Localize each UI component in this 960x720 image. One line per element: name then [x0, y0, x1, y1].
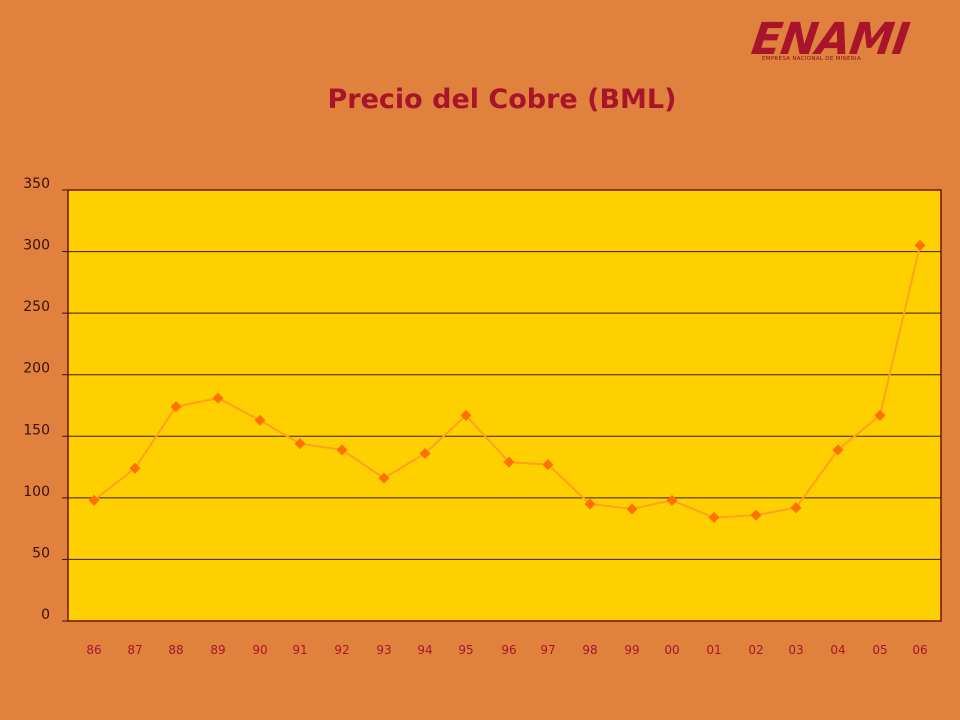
y-tick-label: 200 [23, 361, 50, 377]
data-point-marker [790, 502, 802, 514]
x-tick-label: 87 [127, 643, 142, 657]
x-tick-label: 90 [252, 643, 267, 657]
data-point-marker [626, 503, 638, 515]
y-tick-label: 150 [23, 422, 50, 438]
x-tick-label: 01 [706, 643, 721, 657]
data-point-marker [666, 494, 678, 506]
data-point-marker [460, 409, 472, 421]
logo-tagline: EMPRESA NACIONAL DE MINERIA [762, 56, 861, 62]
chart-title: Precio del Cobre (BML) [327, 84, 677, 115]
data-point-marker [254, 414, 266, 426]
x-tick-label: 97 [540, 643, 555, 657]
y-tick-label: 0 [41, 607, 50, 623]
data-point-marker [750, 509, 762, 521]
data-point-marker [88, 494, 100, 506]
y-tick-label: 300 [23, 238, 50, 254]
y-tick-label: 50 [32, 545, 50, 561]
plot-area [67, 189, 942, 622]
data-point-marker [294, 438, 306, 450]
data-point-marker [336, 444, 348, 456]
x-tick-label: 88 [168, 643, 183, 657]
x-tick-label: 02 [748, 643, 763, 657]
y-tick-label: 350 [23, 176, 50, 192]
enami-logo: ENAMI EMPRESA NACIONAL DE MINERIA [748, 14, 938, 68]
data-point-marker [419, 448, 431, 460]
y-tick-label: 250 [23, 299, 50, 315]
grid-lines [68, 251, 941, 560]
x-tick-label: 92 [334, 643, 349, 657]
x-tick-label: 98 [582, 643, 597, 657]
x-tick-label: 93 [376, 643, 391, 657]
data-point-marker [832, 444, 844, 456]
x-tick-label: 91 [292, 643, 307, 657]
series-markers [88, 239, 926, 524]
y-axis: 0 50 100 150 200 250 300 350 [23, 176, 68, 623]
data-point-marker [170, 401, 182, 413]
x-tick-label: 05 [872, 643, 887, 657]
x-tick-label: 06 [912, 643, 927, 657]
data-point-marker [378, 472, 390, 484]
x-tick-label: 00 [664, 643, 679, 657]
x-tick-label: 99 [624, 643, 639, 657]
y-tick-label: 100 [23, 484, 50, 500]
x-axis: 86 87 88 89 90 91 92 93 94 95 96 97 98 99 00 01 02 03 04 05… [86, 643, 927, 657]
x-tick-label: 86 [86, 643, 101, 657]
x-tick-label: 03 [788, 643, 803, 657]
data-point-marker [914, 239, 926, 251]
data-point-marker [708, 512, 720, 524]
x-tick-label: 94 [417, 643, 432, 657]
data-point-marker [129, 462, 141, 474]
x-tick-label: 96 [501, 643, 516, 657]
data-point-marker [542, 459, 554, 471]
data-point-marker [503, 456, 515, 468]
data-point-marker [212, 392, 224, 404]
x-tick-label: 04 [830, 643, 845, 657]
data-point-marker [584, 498, 596, 510]
data-point-marker [874, 409, 886, 421]
x-tick-label: 89 [210, 643, 225, 657]
x-tick-label: 95 [458, 643, 473, 657]
